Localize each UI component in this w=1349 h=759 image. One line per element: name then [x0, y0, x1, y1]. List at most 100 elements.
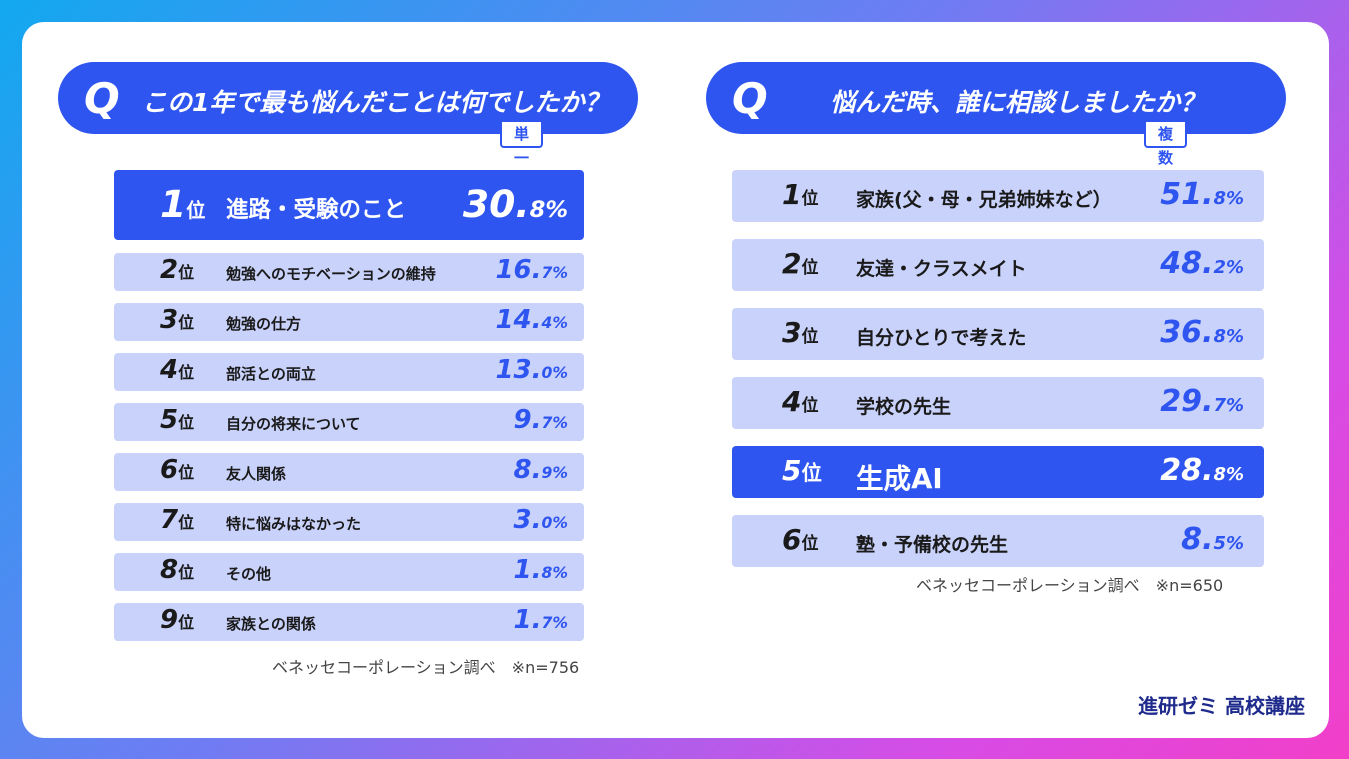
category-label: 友人関係 [226, 464, 287, 483]
value-decimal: 7% [541, 614, 568, 632]
rank-suffix: 位 [178, 463, 195, 482]
value-decimal: 5% [1213, 533, 1244, 554]
answer-type-left: 単一回答 [500, 122, 544, 215]
question-bar-right: Q 悩んだ時、誰に相談しましたか？ [708, 64, 1284, 132]
value-decimal: 8% [1213, 326, 1244, 347]
rank-label: 9位 [160, 605, 194, 635]
value-integer: 8. [513, 455, 542, 485]
category-label: 友達・クラスメイト [856, 257, 1027, 280]
value-decimal: 0% [541, 514, 568, 532]
rank-label: 3位 [782, 316, 818, 349]
category-label: 生成AI [856, 463, 943, 496]
answer-type-right: 複数回答 [1144, 122, 1188, 215]
chart-title-right: 悩んだ時、誰に相談しましたか？ [830, 88, 1206, 117]
category-label: 家族との関係 [226, 614, 316, 633]
rank-number: 2 [782, 247, 802, 280]
rank-suffix: 位 [178, 413, 195, 432]
value-integer: 16. [495, 255, 542, 285]
rank-label: 5位 [160, 405, 194, 435]
ranking-row: 1位 進路・受験のこと 30.8% [114, 170, 584, 240]
rank-suffix: 位 [801, 327, 819, 347]
ranking-row: 4位 学校の先生 29.7% [732, 377, 1264, 429]
ranking-row: 5位 自分の将来について 9.7% [114, 403, 584, 441]
rank-number: 4 [160, 355, 179, 385]
rank-number: 9 [160, 605, 179, 635]
value-label: 28.8% [1160, 453, 1244, 488]
value-integer: 1. [513, 555, 542, 585]
rank-label: 7位 [160, 505, 194, 535]
source-right: ベネッセコーポレーション調べ ※n=650 [916, 576, 1224, 595]
ranking-row: 6位 塾・予備校の先生 8.5% [732, 515, 1264, 567]
rank-suffix: 位 [178, 263, 195, 282]
value-integer: 13. [495, 355, 542, 385]
category-label: その他 [226, 564, 272, 583]
rank-suffix: 位 [178, 513, 195, 532]
ranking-row: 5位 生成AI 28.8% [732, 446, 1264, 498]
rank-number: 3 [160, 305, 179, 335]
value-decimal: 8% [1213, 464, 1244, 485]
category-label: 特に悩みはなかった [226, 514, 362, 533]
rank-suffix: 位 [178, 313, 195, 332]
value-decimal: 8% [1213, 188, 1244, 209]
ranking-row: 1位 家族(父・母・兄弟姉妹など） 51.8% [732, 170, 1264, 222]
ranking-row: 2位 友達・クラスメイト 48.2% [732, 239, 1264, 291]
rank-suffix: 位 [801, 258, 819, 278]
chart-title-left: この1年で最も悩んだことは何でしたか？ [142, 88, 610, 117]
rank-suffix: 位 [178, 563, 195, 582]
value-decimal: 7% [541, 414, 568, 432]
value-label: 8.5% [1181, 522, 1244, 557]
value-integer: 28. [1160, 453, 1214, 488]
rank-suffix: 位 [801, 461, 822, 485]
rank-number: 4 [782, 385, 802, 418]
value-label: 16.7% [495, 255, 568, 285]
rank-suffix: 位 [178, 363, 195, 382]
card: Q この1年で最も悩んだことは何でしたか？ 単一回答 1位進路・受験のこと30.… [22, 22, 1329, 738]
value-label: 1.7% [514, 605, 568, 635]
rank-suffix: 位 [801, 396, 819, 416]
category-label: 部活との両立 [226, 364, 316, 383]
category-label: 家族(父・母・兄弟姉妹など） [856, 188, 1112, 211]
rank-number: 3 [782, 316, 802, 349]
value-label: 29.7% [1160, 384, 1244, 419]
q-icon: Q [732, 74, 768, 123]
ranking-row: 8位 その他 1.8% [114, 553, 584, 591]
ranking-row: 6位 友人関係 8.9% [114, 453, 584, 491]
question-bar-left: Q この1年で最も悩んだことは何でしたか？ [60, 64, 636, 132]
rank-label: 5位 [782, 454, 822, 487]
rank-number: 6 [782, 523, 802, 556]
rank-label: 2位 [160, 255, 194, 285]
value-label: 9.7% [514, 405, 568, 435]
rank-suffix: 位 [801, 534, 819, 554]
value-integer: 9. [513, 405, 542, 435]
rank-number: 1 [160, 182, 187, 227]
category-label: 自分の将来について [226, 414, 361, 433]
rank-number: 7 [160, 505, 179, 535]
value-integer: 1. [513, 605, 542, 635]
value-decimal: 0% [541, 364, 568, 382]
value-integer: 51. [1160, 177, 1214, 212]
brand-logo: 進研ゼミ 高校講座 [1138, 694, 1305, 718]
rank-label: 6位 [160, 455, 194, 485]
value-label: 51.8% [1160, 177, 1244, 212]
ranking-row: 7位 特に悩みはなかった 3.0% [114, 503, 584, 541]
value-label: 1.8% [514, 555, 568, 585]
rank-label: 2位 [782, 247, 818, 280]
value-integer: 48. [1160, 246, 1214, 281]
rank-number: 2 [160, 255, 179, 285]
rank-number: 5 [782, 454, 802, 487]
value-decimal: 9% [541, 464, 568, 482]
category-label: 進路・受験のこと [226, 196, 407, 223]
rank-number: 1 [782, 178, 802, 211]
rank-suffix: 位 [186, 199, 206, 223]
category-label: 学校の先生 [856, 395, 952, 418]
q-icon: Q [84, 74, 120, 123]
rank-label: 8位 [160, 555, 194, 585]
ranking-row: 3位 自分ひとりで考えた 36.8% [732, 308, 1264, 360]
value-integer: 30. [462, 182, 530, 227]
value-label: 8.9% [514, 455, 568, 485]
rank-label: 3位 [160, 305, 194, 335]
value-label: 3.0% [514, 505, 568, 535]
value-decimal: 8% [529, 197, 568, 224]
value-decimal: 4% [541, 314, 568, 332]
value-integer: 14. [495, 305, 542, 335]
